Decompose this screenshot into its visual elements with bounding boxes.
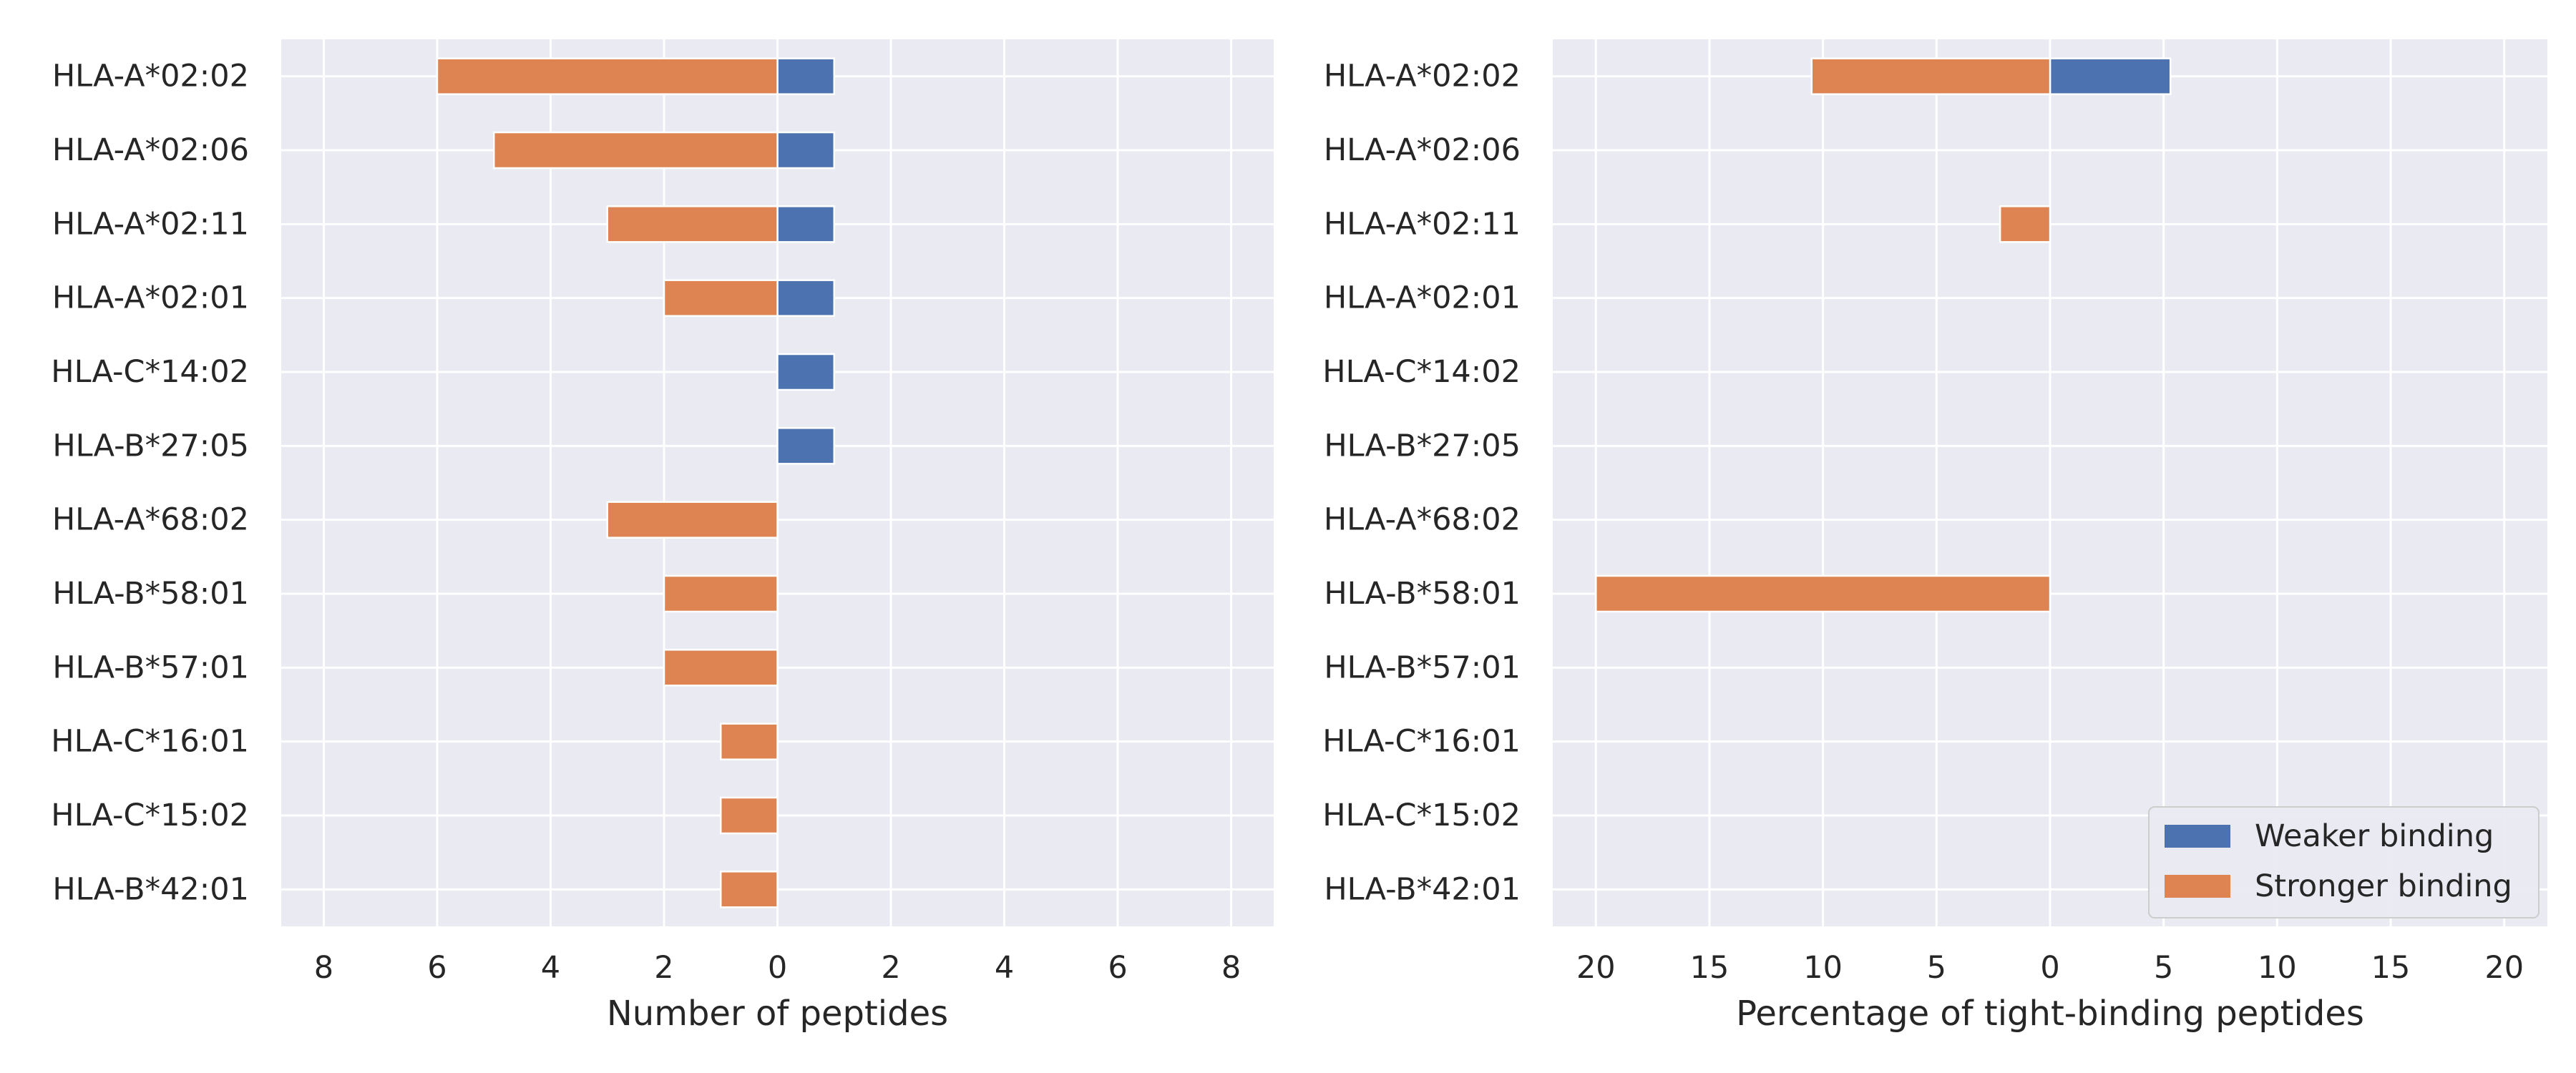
- y-tick-label: HLA-A*02:11: [1324, 206, 1521, 242]
- y-tick-label: HLA-A*02:01: [1324, 280, 1521, 316]
- bar-stronger-binding: [1810, 57, 2051, 95]
- y-tick-label: HLA-A*02:06: [1324, 132, 1521, 168]
- x-tick-label: 8: [314, 950, 333, 986]
- y-tick-label: HLA-B*42:01: [1324, 871, 1521, 907]
- y-tick-label: HLA-B*57:01: [1324, 650, 1521, 685]
- y-tick-label: HLA-A*68:02: [52, 502, 249, 538]
- bar-stronger-binding: [492, 131, 779, 170]
- x-tick-label: 5: [1927, 950, 1946, 986]
- y-tick-label: HLA-C*14:02: [51, 354, 249, 390]
- bar-stronger-binding: [719, 871, 779, 908]
- x-tick-label: 2: [654, 950, 673, 986]
- legend-label: Weaker binding: [2255, 818, 2494, 854]
- y-tick-label: HLA-B*58:01: [1324, 576, 1521, 612]
- y-tick-label: HLA-C*15:02: [1322, 798, 1521, 833]
- plot-panel-1: HLA-A*02:02 HLA-A*02:06 HLA-A*02:11 HLA-A*0…: [51, 39, 1274, 1034]
- x-tick-label: 8: [1221, 950, 1241, 986]
- x-tick-label: 4: [995, 950, 1014, 986]
- y-tick-label: HLA-C*16:01: [51, 724, 249, 760]
- x-tick-label: 6: [427, 950, 447, 986]
- y-tick-label: HLA-A*02:06: [52, 132, 249, 168]
- bar-stronger-binding: [1595, 574, 2051, 613]
- bar-stronger-binding: [436, 57, 779, 95]
- x-tick-label: 10: [1803, 950, 1843, 986]
- y-tick-label: HLA-A*02:02: [52, 59, 249, 94]
- bar-stronger-binding: [719, 722, 779, 760]
- bar-weaker-binding: [776, 427, 836, 465]
- bar-stronger-binding: [663, 649, 779, 687]
- x-axis-title: Percentage of tight-binding peptides: [1736, 994, 2364, 1034]
- legend-label: Stronger binding: [2255, 868, 2512, 904]
- x-tick-label: 20: [2484, 950, 2524, 986]
- bar-weaker-binding: [776, 131, 836, 170]
- y-tick-label: HLA-B*57:01: [52, 650, 249, 685]
- y-tick-label: HLA-A*02:01: [52, 280, 249, 316]
- x-tick-label: 20: [1576, 950, 1616, 986]
- legend-frame: [2148, 806, 2540, 918]
- y-tick-label: HLA-A*02:11: [52, 206, 249, 242]
- y-tick-label: HLA-B*27:05: [52, 428, 249, 464]
- x-tick-label: 2: [881, 950, 900, 986]
- y-tick-label: HLA-B*27:05: [1324, 428, 1521, 464]
- bar-weaker-binding: [776, 205, 836, 243]
- y-tick-label: HLA-B*42:01: [52, 871, 249, 907]
- legend-swatch: [2165, 825, 2230, 848]
- bar-weaker-binding: [776, 57, 836, 95]
- y-tick-label: HLA-C*14:02: [1322, 354, 1521, 390]
- x-tick-label: 6: [1108, 950, 1127, 986]
- y-tick-label: HLA-B*58:01: [52, 576, 249, 612]
- x-tick-label: 4: [541, 950, 560, 986]
- x-tick-label: 0: [768, 950, 787, 986]
- bar-weaker-binding: [2049, 57, 2172, 95]
- x-tick-label: 5: [2154, 950, 2173, 986]
- legend-swatch: [2165, 875, 2230, 898]
- x-tick-label: 10: [2258, 950, 2297, 986]
- x-tick-label: 15: [1690, 950, 1729, 986]
- plot-panel-2: HLA-A*02:02 HLA-A*02:06 HLA-A*02:11 HLA-A*0…: [1322, 39, 2547, 1034]
- legend: Weaker binding Stronger binding: [2148, 806, 2540, 918]
- bar-stronger-binding: [1999, 205, 2051, 243]
- bar-weaker-binding: [776, 353, 836, 391]
- bar-stronger-binding: [663, 574, 779, 613]
- bar-stronger-binding: [663, 279, 779, 317]
- bar-weaker-binding: [776, 279, 836, 317]
- y-tick-label: HLA-A*02:02: [1324, 59, 1521, 94]
- x-tick-label: 0: [2040, 950, 2059, 986]
- bar-stronger-binding: [606, 501, 779, 539]
- y-tick-label: HLA-C*16:01: [1322, 724, 1521, 760]
- bar-stronger-binding: [719, 796, 779, 835]
- x-axis-title: Number of peptides: [607, 994, 948, 1034]
- y-tick-label: HLA-A*68:02: [1324, 502, 1521, 538]
- bar-stronger-binding: [606, 205, 779, 243]
- y-tick-label: HLA-C*15:02: [51, 798, 249, 833]
- x-tick-label: 15: [2371, 950, 2411, 986]
